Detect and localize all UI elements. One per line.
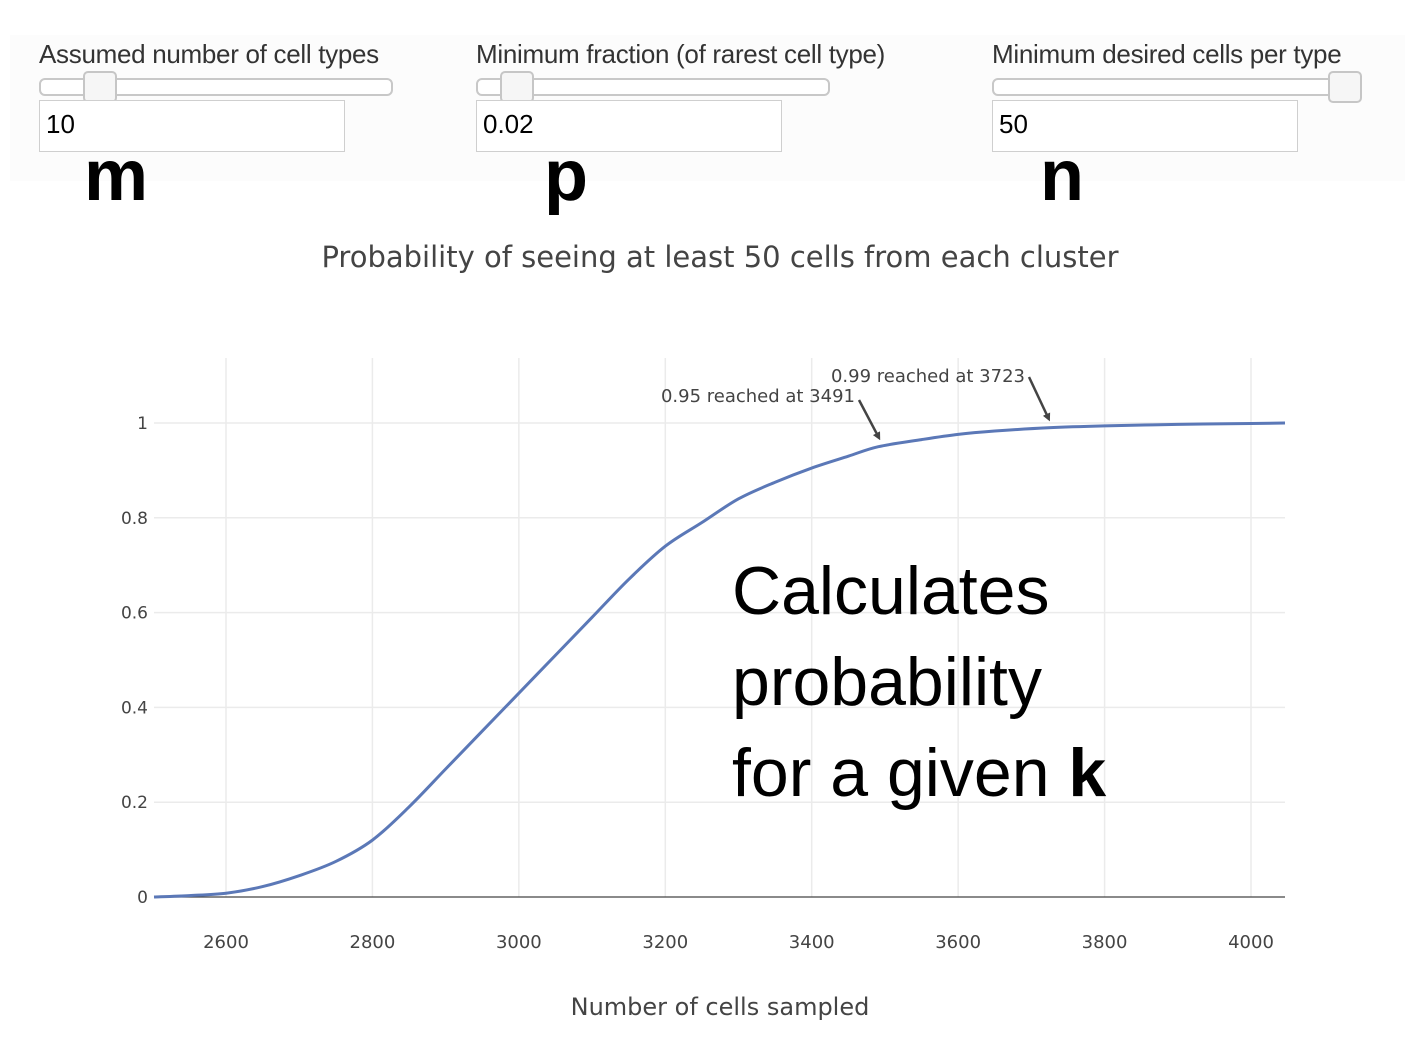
x-tick-label: 3000 — [496, 932, 542, 953]
y-tick-label: 0 — [137, 888, 148, 908]
x-axis-title: Number of cells sampled — [570, 993, 870, 1021]
overlay-line-2: probability — [732, 644, 1042, 720]
chart-title: Probability of seeing at least 50 cells … — [321, 240, 1119, 274]
x-tick-label: 3400 — [789, 932, 835, 953]
min-cells-input[interactable]: 50 — [992, 100, 1298, 152]
overlay-line-3: for a given k — [732, 728, 1106, 819]
controls-panel: Assumed number of cell types 10 Minimum … — [10, 35, 1405, 181]
y-tick-label: 0.2 — [121, 793, 148, 813]
x-tick-label: 2600 — [203, 932, 249, 953]
annotation-arrow — [857, 399, 881, 441]
annotation-arrow — [1027, 376, 1051, 422]
min-cells-slider-handle[interactable] — [1328, 71, 1362, 103]
x-tick-label: 3600 — [935, 932, 981, 953]
symbol-p: p — [544, 136, 588, 216]
y-tick-label: 0.6 — [121, 604, 148, 624]
probability-curve — [153, 421, 1286, 899]
min-fraction-label: Minimum fraction (of rarest cell type) — [476, 39, 886, 69]
overlay-variable-k: k — [1068, 735, 1107, 811]
overlay-line-3-prefix: for a given — [732, 735, 1069, 811]
symbol-m: m — [84, 136, 149, 216]
y-tick-label: 0.8 — [121, 509, 148, 529]
grid-lines — [154, 358, 1285, 897]
y-axis-ticks: 0 0.2 0.4 0.6 0.8 1 — [121, 414, 148, 908]
annotation-label: 0.95 reached at 3491 — [661, 386, 855, 407]
x-tick-label: 3800 — [1082, 932, 1128, 953]
min-fraction-input[interactable]: 0.02 — [476, 100, 782, 152]
cell-types-label: Assumed number of cell types — [39, 39, 379, 69]
x-axis-ticks: 2600 2800 3000 3200 3400 3600 3800 4000 — [203, 932, 1274, 953]
overlay-line-1: Calculates — [732, 553, 1050, 629]
x-tick-label: 2800 — [350, 932, 396, 953]
y-tick-label: 1 — [137, 414, 148, 434]
min-cells-label: Minimum desired cells per type — [992, 39, 1342, 69]
cell-types-slider[interactable] — [39, 71, 393, 103]
min-cells-slider[interactable] — [992, 71, 1362, 103]
y-tick-label: 0.4 — [121, 698, 148, 718]
cell-types-input[interactable]: 10 — [39, 100, 345, 152]
x-tick-label: 3200 — [642, 932, 688, 953]
symbol-n: n — [1040, 136, 1084, 216]
x-tick-label: 4000 — [1228, 932, 1274, 953]
annotation-label: 0.99 reached at 3723 — [831, 366, 1025, 387]
overlay-caption: Calculates probability for a given k — [732, 546, 1106, 819]
